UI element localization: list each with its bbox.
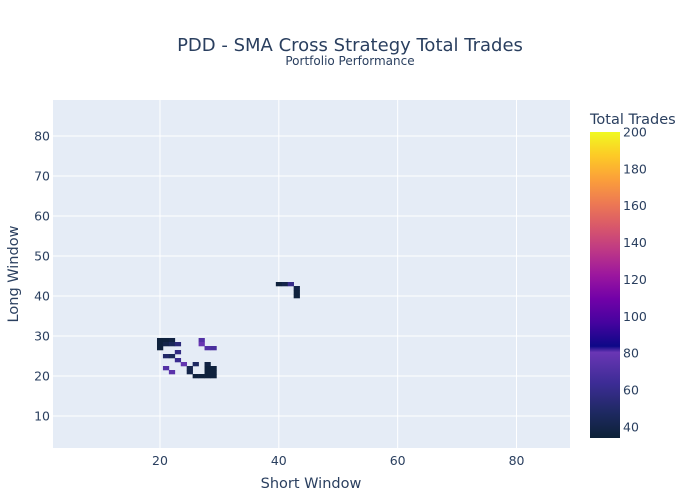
heatmap-cell (287, 282, 294, 287)
y-tick-label: 30 (34, 329, 50, 344)
y-tick-label: 10 (34, 409, 50, 424)
heatmap-cell (174, 350, 182, 355)
heatmap-cell (162, 342, 170, 347)
x-tick-label: 80 (509, 453, 525, 468)
heatmap-cell (210, 366, 217, 371)
chart-title: PDD - SMA Cross Strategy Total Trades (177, 35, 523, 56)
x-tick-label: 20 (152, 453, 168, 468)
heatmap-cell (293, 290, 300, 295)
heatmap-cell (293, 286, 300, 291)
x-tick-label: 40 (271, 453, 287, 468)
heatmap-cell (156, 342, 164, 347)
y-tick-label: 50 (34, 249, 50, 264)
heatmap-cell (198, 374, 205, 379)
heatmap-cell (180, 362, 188, 367)
heatmap-cell (162, 366, 170, 371)
colorbar-tick-label: 200 (623, 125, 647, 140)
heatmap-cell (198, 342, 205, 347)
heatmap-cell (210, 346, 217, 351)
heatmap-cell (204, 346, 211, 351)
colorbar-tick-label: 160 (623, 198, 647, 213)
heatmap-cell (281, 282, 289, 287)
colorbar-tick-label: 80 (623, 346, 639, 361)
heatmap-cell (192, 374, 199, 379)
grid-lines (53, 100, 570, 448)
colorbar-tick-label: 100 (623, 309, 647, 324)
heatmap-cell (210, 374, 217, 379)
y-axis-ticks: 10 20 30 40 50 60 70 80 (34, 129, 50, 424)
x-axis-label: Short Window (261, 476, 362, 492)
colorbar-tick-label: 40 (623, 419, 639, 434)
y-tick-label: 70 (34, 169, 50, 184)
heatmap-cell (156, 338, 164, 343)
colorbar-tick-label: 180 (623, 161, 647, 176)
colorbar-tick-label: 120 (623, 272, 647, 287)
heatmap-cell (168, 338, 176, 343)
colorbar-title: Total Trades (589, 112, 676, 128)
colorbar (590, 132, 620, 438)
colorbar-tick-label: 60 (623, 383, 639, 398)
heatmap-cell (198, 338, 205, 343)
heatmap-cell (156, 346, 164, 351)
heatmap-cell (174, 342, 182, 347)
heatmap-cell (174, 358, 182, 363)
heatmap-cell (293, 294, 300, 299)
heatmap-cells (156, 282, 300, 379)
heatmap-cell (186, 370, 193, 375)
heatmap-cell (204, 370, 211, 375)
colorbar-tick-label: 140 (623, 235, 647, 250)
colorbar-ticks: 40 60 80 100 120 140 160 180 200 (623, 125, 647, 435)
y-tick-label: 60 (34, 209, 50, 224)
plot-area (53, 100, 570, 448)
heatmap-cell (186, 366, 193, 371)
heatmap-cell (168, 370, 176, 375)
heatmap-cell (162, 338, 170, 343)
heatmap-cell (204, 362, 211, 367)
y-axis-label: Long Window (6, 225, 22, 322)
x-axis-ticks: 20 40 60 80 (152, 453, 525, 468)
y-tick-label: 20 (34, 369, 50, 384)
heatmap-cell (168, 342, 176, 347)
heatmap-cell (204, 374, 211, 379)
heatmap-cell (210, 370, 217, 375)
heatmap-cell (275, 282, 283, 287)
heatmap-cell (204, 366, 211, 371)
y-tick-label: 40 (34, 289, 50, 304)
heatmap-cell (192, 362, 199, 367)
heatmap-cell (162, 354, 170, 359)
heatmap-cell (168, 354, 176, 359)
x-tick-label: 60 (390, 453, 406, 468)
y-tick-label: 80 (34, 129, 50, 144)
chart-subtitle: Portfolio Performance (285, 54, 414, 68)
